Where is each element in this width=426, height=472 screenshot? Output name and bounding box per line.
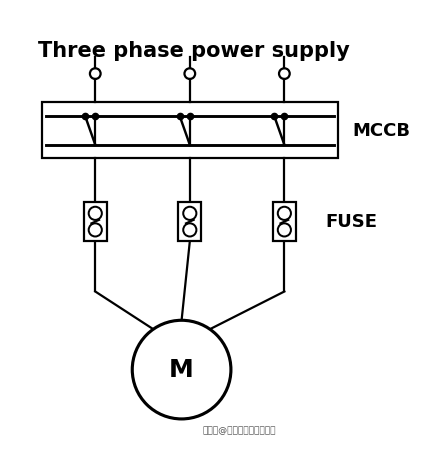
Text: M: M [169,358,193,381]
Text: Three phase power supply: Three phase power supply [38,41,349,61]
Bar [83,202,106,241]
Text: FUSE: FUSE [325,212,377,231]
Circle shape [132,320,230,419]
Bar [42,102,337,158]
Text: MCCB: MCCB [351,122,409,140]
Text: 搜狐号@英飞凌科电子元器件: 搜狐号@英飞凌科电子元器件 [202,426,275,435]
Bar [272,202,295,241]
Bar [178,202,201,241]
